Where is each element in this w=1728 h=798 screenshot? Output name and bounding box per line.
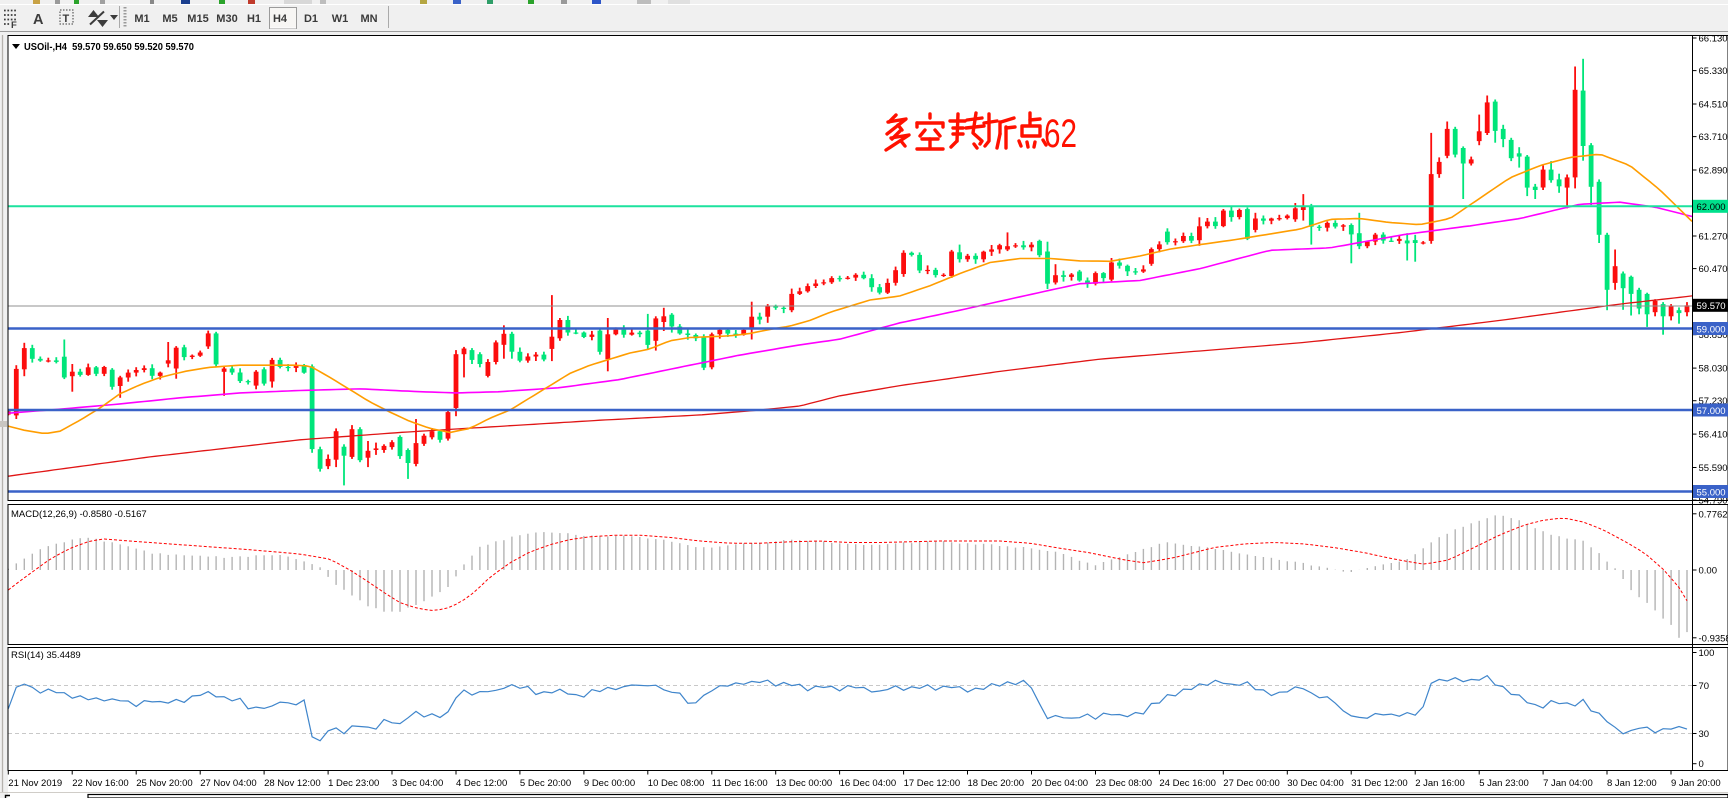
- svg-text:-0.9358: -0.9358: [1699, 633, 1728, 644]
- svg-text:22 Nov 16:00: 22 Nov 16:00: [72, 778, 129, 789]
- svg-text:13 Dec 00:00: 13 Dec 00:00: [776, 778, 833, 789]
- svg-text:9 Dec 00:00: 9 Dec 00:00: [584, 778, 635, 789]
- svg-text:65.330: 65.330: [1699, 66, 1728, 77]
- svg-text:27 Dec 00:00: 27 Dec 00:00: [1223, 778, 1280, 789]
- svg-text:25 Nov 20:00: 25 Nov 20:00: [136, 778, 193, 789]
- svg-text:59.000: 59.000: [1697, 324, 1726, 335]
- svg-text:H4: H4: [273, 13, 288, 25]
- svg-text:0.7762: 0.7762: [1699, 509, 1728, 520]
- svg-text:64.510: 64.510: [1699, 100, 1728, 111]
- svg-text:70: 70: [1699, 681, 1710, 692]
- svg-text:24 Dec 16:00: 24 Dec 16:00: [1159, 778, 1216, 789]
- svg-text:10 Dec 08:00: 10 Dec 08:00: [648, 778, 705, 789]
- svg-text:1 Dec 23:00: 1 Dec 23:00: [328, 778, 379, 789]
- svg-text:A: A: [33, 12, 44, 28]
- svg-text:57.000: 57.000: [1697, 406, 1726, 417]
- svg-text:4 Dec 12:00: 4 Dec 12:00: [456, 778, 507, 789]
- svg-text:55.590: 55.590: [1699, 463, 1728, 474]
- svg-text:62: 62: [1044, 112, 1077, 156]
- svg-text:30: 30: [1699, 729, 1710, 740]
- svg-text:28 Nov 12:00: 28 Nov 12:00: [264, 778, 321, 789]
- svg-text:MN: MN: [360, 13, 377, 25]
- svg-text:30 Dec 04:00: 30 Dec 04:00: [1287, 778, 1344, 789]
- svg-text:56.410: 56.410: [1699, 430, 1728, 441]
- svg-text:61.270: 61.270: [1699, 232, 1728, 243]
- svg-text:54.790: 54.790: [1699, 496, 1728, 507]
- svg-text:9 Jan 20:00: 9 Jan 20:00: [1671, 778, 1721, 789]
- svg-text:21 Nov 2019: 21 Nov 2019: [8, 778, 62, 789]
- svg-text:58.030: 58.030: [1699, 364, 1728, 375]
- svg-text:63.710: 63.710: [1699, 132, 1728, 143]
- svg-text:59.570: 59.570: [1697, 301, 1726, 312]
- svg-text:RSI(14) 35.4489: RSI(14) 35.4489: [11, 650, 81, 661]
- svg-text:58.850: 58.850: [1699, 330, 1728, 341]
- svg-text:55.000: 55.000: [1697, 487, 1726, 498]
- svg-text:M30: M30: [216, 13, 237, 25]
- svg-text:8 Jan 12:00: 8 Jan 12:00: [1607, 778, 1657, 789]
- svg-text:F: F: [11, 20, 17, 31]
- svg-text:23 Dec 08:00: 23 Dec 08:00: [1096, 778, 1153, 789]
- svg-text:66.130: 66.130: [1699, 34, 1728, 45]
- svg-text:0.00: 0.00: [1699, 566, 1718, 577]
- svg-text:3 Dec 04:00: 3 Dec 04:00: [392, 778, 443, 789]
- svg-text:57.230: 57.230: [1699, 396, 1728, 407]
- svg-text:60.470: 60.470: [1699, 264, 1728, 275]
- svg-text:M5: M5: [162, 13, 177, 25]
- svg-text:7 Jan 04:00: 7 Jan 04:00: [1543, 778, 1593, 789]
- svg-text:M15: M15: [187, 13, 208, 25]
- svg-text:31 Dec 12:00: 31 Dec 12:00: [1351, 778, 1408, 789]
- svg-text:27 Nov 04:00: 27 Nov 04:00: [200, 778, 257, 789]
- svg-text:100: 100: [1699, 648, 1715, 659]
- svg-text:16 Dec 04:00: 16 Dec 04:00: [840, 778, 897, 789]
- svg-text:17 Dec 12:00: 17 Dec 12:00: [904, 778, 961, 789]
- svg-text:MACD(12,26,9) -0.8580 -0.5167: MACD(12,26,9) -0.8580 -0.5167: [11, 509, 147, 520]
- svg-text:62.000: 62.000: [1697, 202, 1726, 213]
- svg-text:62.890: 62.890: [1699, 166, 1728, 177]
- svg-text:T: T: [63, 13, 70, 25]
- svg-text:5 Dec 20:00: 5 Dec 20:00: [520, 778, 571, 789]
- svg-text:M1: M1: [134, 13, 149, 25]
- svg-text:W1: W1: [332, 13, 349, 25]
- svg-text:20 Dec 04:00: 20 Dec 04:00: [1032, 778, 1089, 789]
- svg-text:2 Jan 16:00: 2 Jan 16:00: [1415, 778, 1465, 789]
- svg-text:USOil-,H4 59.570 59.650 59.52: USOil-,H4 59.570 59.650 59.520 59.570: [24, 41, 194, 53]
- svg-text:0: 0: [1699, 759, 1704, 770]
- svg-text:11 Dec 16:00: 11 Dec 16:00: [712, 778, 768, 789]
- svg-text:18 Dec 20:00: 18 Dec 20:00: [968, 778, 1025, 789]
- svg-text:H1: H1: [247, 13, 261, 25]
- svg-text:5 Jan 23:00: 5 Jan 23:00: [1479, 778, 1529, 789]
- svg-text:D1: D1: [304, 13, 318, 25]
